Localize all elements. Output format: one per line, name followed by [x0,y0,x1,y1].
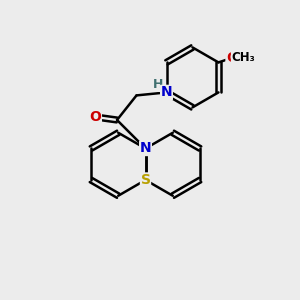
Text: N: N [161,85,172,99]
Text: O: O [89,110,101,124]
Text: N: N [140,142,151,155]
Text: O: O [226,51,238,65]
Text: S: S [140,173,151,187]
Text: H: H [153,78,163,92]
Text: CH₃: CH₃ [232,51,255,64]
